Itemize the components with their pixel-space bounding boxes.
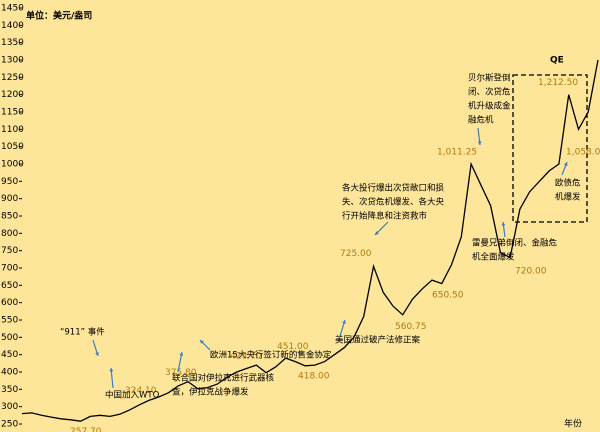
price-label: 560.75 bbox=[395, 322, 427, 332]
qe-label: QE bbox=[550, 56, 564, 66]
y-tick-label: 350 bbox=[1, 385, 18, 395]
price-label: 418.00 bbox=[298, 371, 330, 381]
y-tick-label: 1450 bbox=[1, 4, 24, 14]
y-tick-label: 450 bbox=[1, 350, 18, 360]
annotation: 各大投行爆出次贷敞口和损 bbox=[342, 183, 445, 194]
y-tick-label: 750 bbox=[1, 246, 18, 256]
arrow-head bbox=[109, 368, 114, 372]
annotation: 欧洲15大央行签订新的售金协定 bbox=[210, 350, 332, 361]
y-tick-label: 800 bbox=[1, 229, 18, 239]
annotation: 机全面爆发 bbox=[472, 252, 515, 263]
annotation: 查，伊拉克战争爆发 bbox=[172, 387, 249, 398]
arrow-head bbox=[501, 222, 506, 226]
x-axis-label: 年份 bbox=[564, 418, 582, 430]
price-label: 451.00 bbox=[277, 342, 309, 352]
qe-box bbox=[512, 74, 588, 223]
annotation: 机爆发 bbox=[555, 192, 581, 203]
y-tick-label: 700 bbox=[1, 264, 18, 274]
price-label: 375.80 bbox=[165, 368, 197, 378]
arrow-head bbox=[95, 352, 99, 356]
annotation: 美国通过破产法修正案 bbox=[335, 335, 421, 346]
price-label: 1,058.00 bbox=[566, 147, 600, 157]
price-label: 1,212.50 bbox=[538, 78, 578, 88]
y-tick-label: 250 bbox=[1, 420, 18, 430]
y-tick-label: 500 bbox=[1, 333, 18, 343]
y-tick-label: 1150 bbox=[1, 108, 24, 118]
price-label: 1,011.25 bbox=[437, 148, 477, 158]
arrow-head bbox=[375, 231, 379, 235]
annotation: 中国加入WTO bbox=[105, 390, 160, 401]
annotation: 闭、次贷危 bbox=[468, 87, 511, 98]
y-tick-label: 600 bbox=[1, 298, 18, 308]
y-tick-label: 400 bbox=[1, 368, 18, 378]
annotation: “911” 事件 bbox=[60, 327, 105, 338]
annotation: 联合国对伊拉克进行武器核 bbox=[172, 373, 275, 384]
arrow-head bbox=[563, 162, 568, 166]
price-label: 423.70 bbox=[230, 351, 262, 361]
y-tick-label: 1250 bbox=[1, 73, 24, 83]
y-tick-label: 1200 bbox=[1, 90, 24, 100]
y-tick-label: 300 bbox=[1, 402, 18, 412]
annotation: 融危机 bbox=[468, 115, 494, 126]
y-tick-label: 1300 bbox=[1, 56, 24, 66]
arrow-head bbox=[477, 141, 482, 145]
price-label: 257.70 bbox=[70, 427, 102, 432]
y-tick-label: 900 bbox=[1, 194, 18, 204]
arrow-head bbox=[342, 320, 346, 324]
price-label: 720.00 bbox=[515, 267, 547, 277]
price-label: 324.10 bbox=[125, 386, 157, 396]
y-tick-label: 1050 bbox=[1, 142, 24, 152]
price-label: 725.00 bbox=[340, 249, 372, 259]
annotation: 机升级成金 bbox=[468, 101, 511, 112]
arrow-head bbox=[200, 340, 204, 344]
annotation: 雷曼兄弟倒闭、金融危 bbox=[472, 238, 558, 249]
y-tick-label: 1100 bbox=[1, 125, 24, 135]
annotation: 行开始降息和注资救市 bbox=[342, 211, 428, 222]
y-tick-label: 650 bbox=[1, 281, 18, 291]
y-tick-label: 1400 bbox=[1, 21, 24, 31]
unit-label: 单位：美元/盎司 bbox=[26, 10, 92, 22]
arrow-head bbox=[179, 352, 184, 356]
price-label: 650.50 bbox=[432, 291, 464, 301]
y-tick-label: 950 bbox=[1, 177, 18, 187]
price-line bbox=[21, 59, 599, 422]
y-tick-label: 850 bbox=[1, 212, 18, 222]
y-tick-label: 1350 bbox=[1, 38, 24, 48]
annotation: 失、次贷危机爆发、各大央 bbox=[342, 197, 445, 208]
annotation: 贝尔斯登倒 bbox=[468, 73, 511, 84]
annotation: 欧债危 bbox=[555, 178, 581, 189]
y-tick-label: 550 bbox=[1, 316, 18, 326]
y-tick-label: 1000 bbox=[1, 160, 24, 170]
